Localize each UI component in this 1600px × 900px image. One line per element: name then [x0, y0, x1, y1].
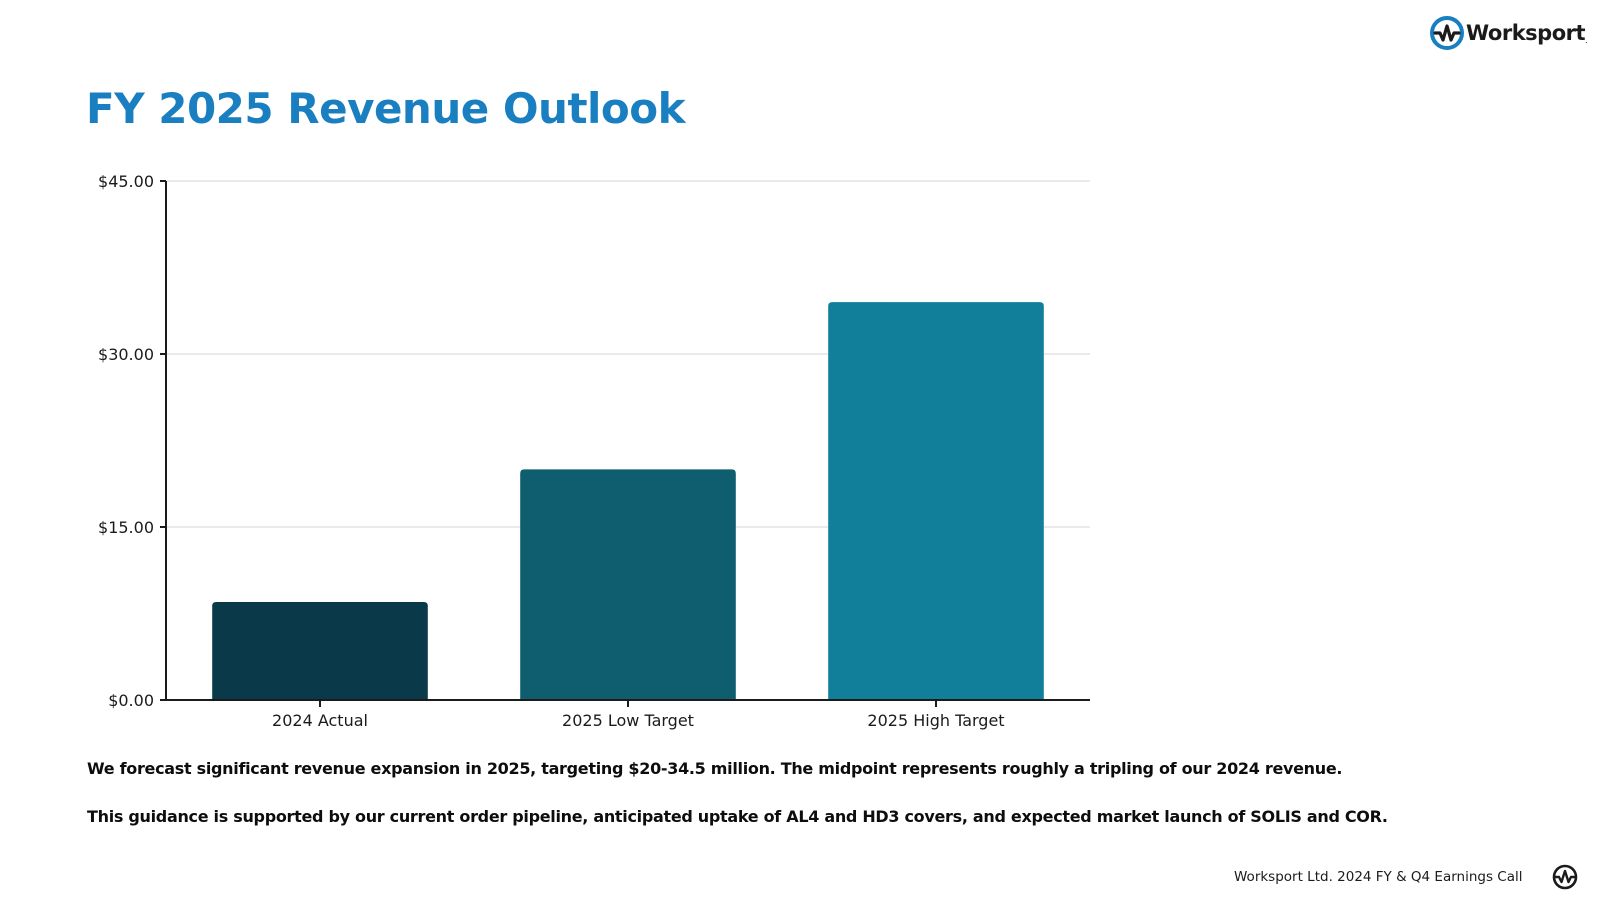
footer-text: Worksport Ltd. 2024 FY & Q4 Earnings Cal… [1234, 869, 1523, 885]
y-tick-label: $30.00 [98, 345, 154, 364]
page-title: FY 2025 Revenue Outlook [86, 84, 686, 133]
chart-bars [212, 302, 1044, 700]
summary-paragraph-2: This guidance is supported by our curren… [87, 807, 1388, 826]
y-tick-label: $0.00 [108, 691, 154, 710]
brand-trademark: . [1585, 35, 1588, 45]
worksport-footer-icon [1552, 864, 1578, 890]
bar-2024-actual [212, 601, 428, 700]
y-tick-label: $45.00 [98, 172, 154, 191]
chart-x-ticks: 2024 Actual 2025 Low Target 2025 High Targ… [272, 700, 1005, 730]
chart-y-ticks: $0.00 $15.00 $30.00 $45.00 [98, 172, 166, 710]
x-tick-label: 2024 Actual [272, 711, 368, 730]
bar-2025-high-target [828, 302, 1044, 700]
brand-logo: Worksport . [1430, 16, 1588, 50]
x-tick-label: 2025 High Target [867, 711, 1004, 730]
x-tick-label: 2025 Low Target [562, 711, 694, 730]
y-tick-label: $15.00 [98, 518, 154, 537]
bar-2025-low-target [520, 469, 736, 700]
summary-paragraph-1: We forecast significant revenue expansio… [87, 759, 1343, 778]
brand-name: Worksport [1466, 21, 1586, 45]
worksport-logo-icon [1430, 16, 1464, 50]
revenue-bar-chart: $0.00 $15.00 $30.00 $45.00 2024 Actual 2025 … [98, 172, 1090, 730]
